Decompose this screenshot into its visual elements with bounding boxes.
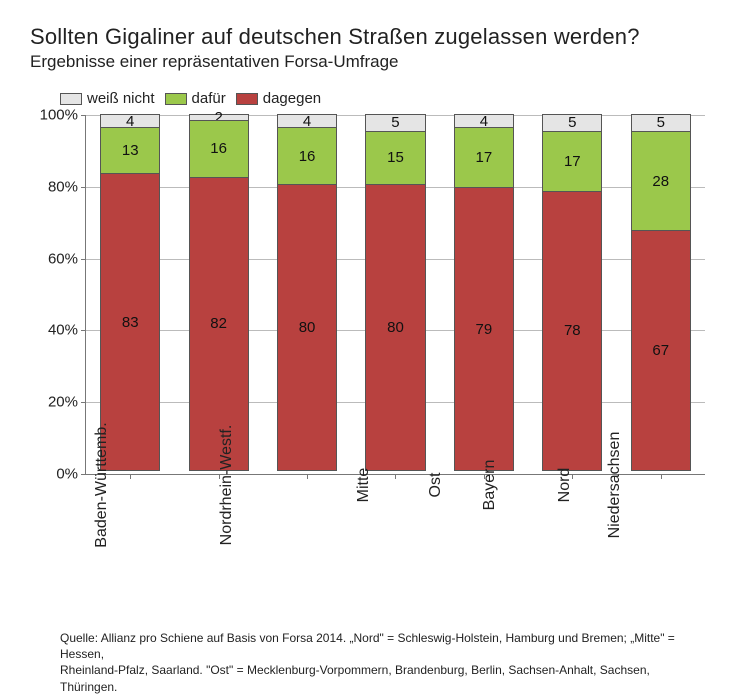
y-tick-label: 60% bbox=[48, 250, 78, 267]
x-label-cell: Mitte bbox=[331, 485, 398, 630]
x-tick-mark bbox=[130, 474, 131, 479]
bar-value: 17 bbox=[476, 150, 493, 165]
x-tick-label: Nordrhein-Westf. bbox=[218, 425, 236, 546]
bar-column: 21682 bbox=[174, 115, 262, 474]
y-tick-label: 20% bbox=[48, 394, 78, 411]
source-note: Quelle: Allianz pro Schiene auf Basis vo… bbox=[60, 630, 706, 695]
plot-area: 0%20%40%60%80%100% 413832168241680515804… bbox=[85, 115, 705, 475]
legend-swatch-icon bbox=[165, 93, 187, 105]
bar: 5 17 78 bbox=[542, 115, 602, 474]
bar-value: 78 bbox=[564, 323, 581, 338]
legend-swatch-icon bbox=[60, 93, 82, 105]
legend-label: weiß nicht bbox=[87, 90, 155, 107]
bar: 4 13 83 bbox=[100, 115, 160, 474]
bar: 21682 bbox=[189, 115, 249, 474]
x-tick-mark bbox=[395, 474, 396, 479]
bar: 4 17 79 bbox=[454, 115, 514, 474]
x-label-cell: Baden-Württemb. bbox=[85, 485, 210, 630]
legend-label: dafür bbox=[192, 90, 226, 107]
bar-column: 4 13 83 bbox=[86, 115, 174, 474]
bar-value: 15 bbox=[387, 150, 404, 165]
bar-value: 67 bbox=[652, 343, 669, 358]
y-tick-label: 0% bbox=[56, 466, 78, 483]
bar-column: 5 17 78 bbox=[528, 115, 616, 474]
bar-segment-against: 67 bbox=[631, 230, 691, 471]
bar-value: 80 bbox=[387, 320, 404, 335]
bar-column: 4 16 80 bbox=[263, 115, 351, 474]
legend-item-dont-know: weiß nicht bbox=[60, 90, 155, 107]
bar: 5 28 67 bbox=[631, 115, 691, 474]
bar-segment-for: 17 bbox=[542, 131, 602, 192]
chart-subtitle: Ergebnisse einer repräsentativen Forsa-U… bbox=[30, 52, 716, 72]
bar-value: 5 bbox=[391, 115, 399, 130]
x-tick-label: Bayern bbox=[481, 460, 499, 511]
y-tick-label: 100% bbox=[40, 107, 78, 124]
x-label-cell: Ost bbox=[398, 485, 465, 630]
x-tick-mark bbox=[661, 474, 662, 479]
legend: weiß nicht dafür dagegen bbox=[60, 90, 716, 107]
source-line: Rheinland-Pfalz, Saarland. "Ost" = Meckl… bbox=[60, 663, 650, 693]
bar-column: 5 15 80 bbox=[351, 115, 439, 474]
x-tick-label: Nord bbox=[556, 468, 574, 503]
bar-value: 16 bbox=[210, 141, 227, 156]
bar-segment-for: 13 bbox=[100, 127, 160, 174]
bar-segment-dont-know: 4 bbox=[277, 114, 337, 128]
x-tick-label: Mitte bbox=[355, 468, 373, 503]
bar-value: 82 bbox=[210, 316, 227, 331]
legend-item-for: dafür bbox=[165, 90, 226, 107]
bar-segment-dont-know: 4 bbox=[454, 114, 514, 128]
bar: 4 16 80 bbox=[277, 115, 337, 474]
legend-item-against: dagegen bbox=[236, 90, 321, 107]
bar-segment-for: 28 bbox=[631, 131, 691, 232]
chart-title: Sollten Gigaliner auf deutschen Straßen … bbox=[30, 24, 716, 50]
x-label-cell: Niedersachsen bbox=[598, 485, 705, 630]
bar-value: 5 bbox=[568, 115, 576, 130]
y-tick-label: 40% bbox=[48, 322, 78, 339]
bar-segment-for: 16 bbox=[277, 127, 337, 184]
x-tick-label: Ost bbox=[427, 473, 445, 498]
plot-frame: 0%20%40%60%80%100% 413832168241680515804… bbox=[85, 115, 705, 475]
bar-value: 83 bbox=[122, 315, 139, 330]
bar-segment-dont-know: 5 bbox=[631, 114, 691, 132]
bar-segment-dont-know: 4 bbox=[100, 114, 160, 128]
x-tick-label: Niedersachsen bbox=[606, 432, 624, 539]
bar-segment-for: 15 bbox=[365, 131, 425, 185]
bar-segment-against: 79 bbox=[454, 187, 514, 471]
bar-segment-dont-know: 5 bbox=[542, 114, 602, 132]
bar: 5 15 80 bbox=[365, 115, 425, 474]
bar-segment-against: 80 bbox=[365, 184, 425, 471]
source-line: Quelle: Allianz pro Schiene auf Basis vo… bbox=[60, 631, 675, 661]
legend-label: dagegen bbox=[263, 90, 321, 107]
bar-value: 17 bbox=[564, 154, 581, 169]
bar-value: 13 bbox=[122, 143, 139, 158]
bar-segment-for: 17 bbox=[454, 127, 514, 188]
legend-swatch-icon bbox=[236, 93, 258, 105]
bar-segment-dont-know: 5 bbox=[365, 114, 425, 132]
bar-segment-against: 80 bbox=[277, 184, 337, 471]
bar-column: 4 17 79 bbox=[440, 115, 528, 474]
x-tick-mark bbox=[307, 474, 308, 479]
bar-segment-for: 16 bbox=[189, 120, 249, 177]
x-axis-labels: Baden-Württemb.Nordrhein-Westf.MitteOstB… bbox=[85, 485, 705, 630]
bar-value: 16 bbox=[299, 149, 316, 164]
bar-column: 5 28 67 bbox=[617, 115, 705, 474]
y-tick-mark bbox=[81, 474, 86, 475]
x-label-cell: Nordrhein-Westf. bbox=[210, 485, 331, 630]
x-label-cell: Nord bbox=[531, 485, 598, 630]
x-label-cell: Bayern bbox=[465, 485, 532, 630]
bar-value: 28 bbox=[652, 174, 669, 189]
bar-value: 5 bbox=[657, 115, 665, 130]
y-tick-label: 80% bbox=[48, 178, 78, 195]
bar-segment-against: 78 bbox=[542, 191, 602, 471]
bar-value: 80 bbox=[299, 320, 316, 335]
bar-value: 79 bbox=[476, 322, 493, 337]
chart-page: Sollten Gigaliner auf deutschen Straßen … bbox=[0, 0, 746, 688]
x-tick-label: Baden-Württemb. bbox=[93, 422, 111, 547]
